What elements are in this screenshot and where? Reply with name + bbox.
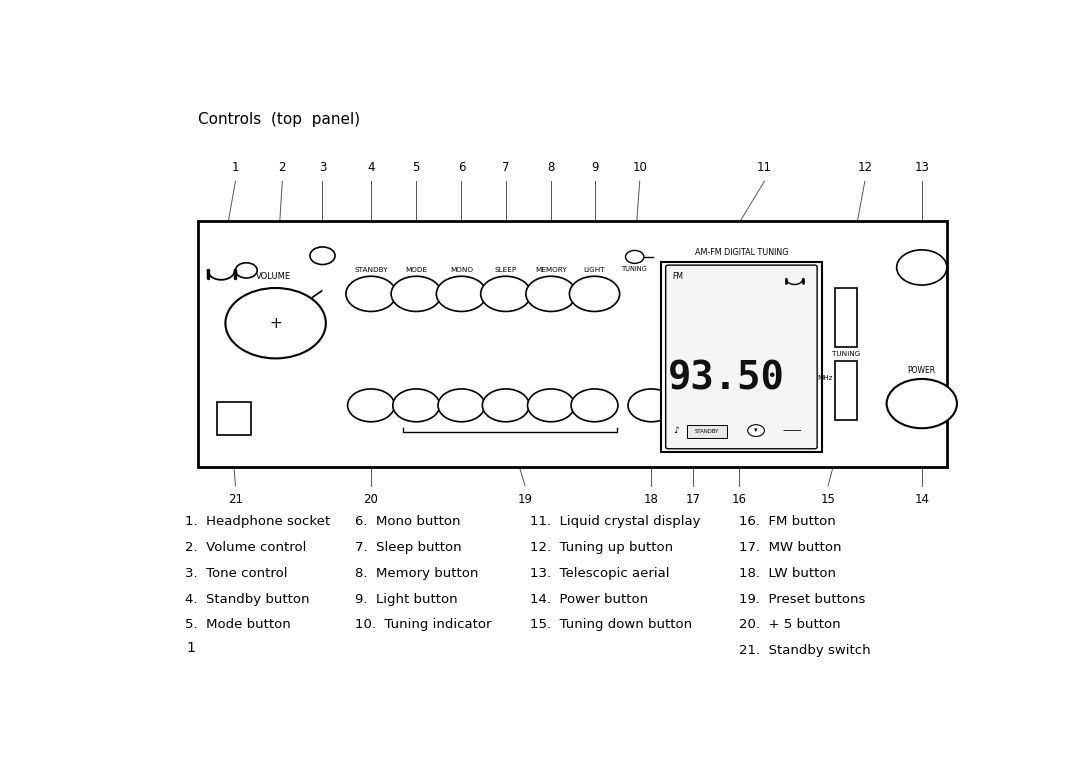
Text: AM-FM DIGITAL TUNING: AM-FM DIGITAL TUNING [694,248,788,257]
Circle shape [670,389,717,422]
Text: VOLUME: VOLUME [256,272,291,281]
FancyBboxPatch shape [665,265,818,449]
Circle shape [391,277,442,312]
Circle shape [887,379,957,428]
Text: 7: 7 [502,161,510,174]
Text: 16: 16 [732,493,746,507]
Text: 2: 2 [279,161,286,174]
Text: MEMORY: MEMORY [536,267,567,273]
FancyBboxPatch shape [835,361,858,420]
Text: 15.  Tuning down button: 15. Tuning down button [530,618,692,632]
Circle shape [527,389,575,422]
Text: 19: 19 [517,493,532,507]
Text: 3: 3 [319,161,326,174]
Text: 8.  Memory button: 8. Memory button [355,567,478,580]
Text: 4.  Standby button: 4. Standby button [186,593,310,606]
Circle shape [483,389,529,422]
Circle shape [526,277,576,312]
Text: 12: 12 [858,161,873,174]
Circle shape [346,277,396,312]
Text: 12.  Tuning up button: 12. Tuning up button [530,541,673,554]
Circle shape [481,277,531,312]
Circle shape [716,389,762,422]
Text: POWER: POWER [907,366,936,375]
Text: ——: —— [782,425,802,436]
FancyBboxPatch shape [198,220,947,467]
Text: 19.  Preset buttons: 19. Preset buttons [740,593,866,606]
FancyBboxPatch shape [661,261,822,453]
Text: 5: 5 [413,161,420,174]
Text: 14.  Power button: 14. Power button [530,593,648,606]
Text: 7.  Sleep button: 7. Sleep button [355,541,462,554]
Text: 1: 1 [232,161,239,174]
Text: 10.  Tuning indicator: 10. Tuning indicator [355,618,491,632]
Text: 13: 13 [915,161,929,174]
Text: 1: 1 [187,641,195,655]
Text: MONO: MONO [450,267,473,273]
Text: ▾: ▾ [754,427,758,434]
Text: 8: 8 [548,161,555,174]
Text: 2.  Volume control: 2. Volume control [186,541,307,554]
FancyBboxPatch shape [687,424,727,437]
Circle shape [226,288,326,358]
Text: 1.  Headphone socket: 1. Headphone socket [186,515,330,528]
Text: 13.  Telescopic aerial: 13. Telescopic aerial [530,567,670,580]
Text: 17.  MW button: 17. MW button [740,541,841,554]
Text: MODE: MODE [405,267,428,273]
Circle shape [310,247,335,264]
Text: 15: 15 [821,493,836,507]
Text: 9: 9 [591,161,598,174]
Text: 21: 21 [228,493,243,507]
Text: SLEEP: SLEEP [495,267,517,273]
Circle shape [625,251,644,264]
Text: 6.  Mono button: 6. Mono button [355,515,461,528]
Circle shape [348,389,394,422]
Text: LIGHT: LIGHT [583,267,605,273]
Text: STANDBY: STANDBY [354,267,388,273]
Text: 9.  Light button: 9. Light button [355,593,458,606]
Text: 10: 10 [632,161,647,174]
Text: 20.  + 5 button: 20. + 5 button [740,618,841,632]
Text: MHz: MHz [818,375,833,381]
Text: STANDBY: STANDBY [694,429,719,434]
Circle shape [747,424,765,437]
Text: 20: 20 [364,493,378,507]
Text: 11: 11 [757,161,772,174]
Text: 21.  Standby switch: 21. Standby switch [740,644,870,657]
Text: 4: 4 [367,161,375,174]
Text: 18: 18 [644,493,659,507]
Text: 5.  Mode button: 5. Mode button [186,618,291,632]
Text: 14: 14 [915,493,929,507]
Circle shape [235,263,257,278]
Circle shape [438,389,485,422]
Circle shape [436,277,486,312]
Circle shape [627,389,675,422]
FancyBboxPatch shape [217,402,251,434]
Circle shape [896,250,947,285]
Text: +: + [269,315,282,331]
Circle shape [571,389,618,422]
Text: 93.50: 93.50 [669,359,785,397]
Text: TUNING: TUNING [832,351,860,357]
Text: ♪: ♪ [673,426,679,435]
Text: 16.  FM button: 16. FM button [740,515,836,528]
Text: FM: FM [673,271,684,280]
Text: 6: 6 [458,161,465,174]
FancyBboxPatch shape [835,288,858,347]
Text: 3.  Tone control: 3. Tone control [186,567,287,580]
Circle shape [393,389,440,422]
Circle shape [569,277,620,312]
Text: TUNING: TUNING [622,266,648,272]
Text: 17: 17 [686,493,701,507]
Text: 11.  Liquid crystal display: 11. Liquid crystal display [530,515,701,528]
Text: 18.  LW button: 18. LW button [740,567,836,580]
Text: Controls  (top  panel): Controls (top panel) [198,112,360,127]
